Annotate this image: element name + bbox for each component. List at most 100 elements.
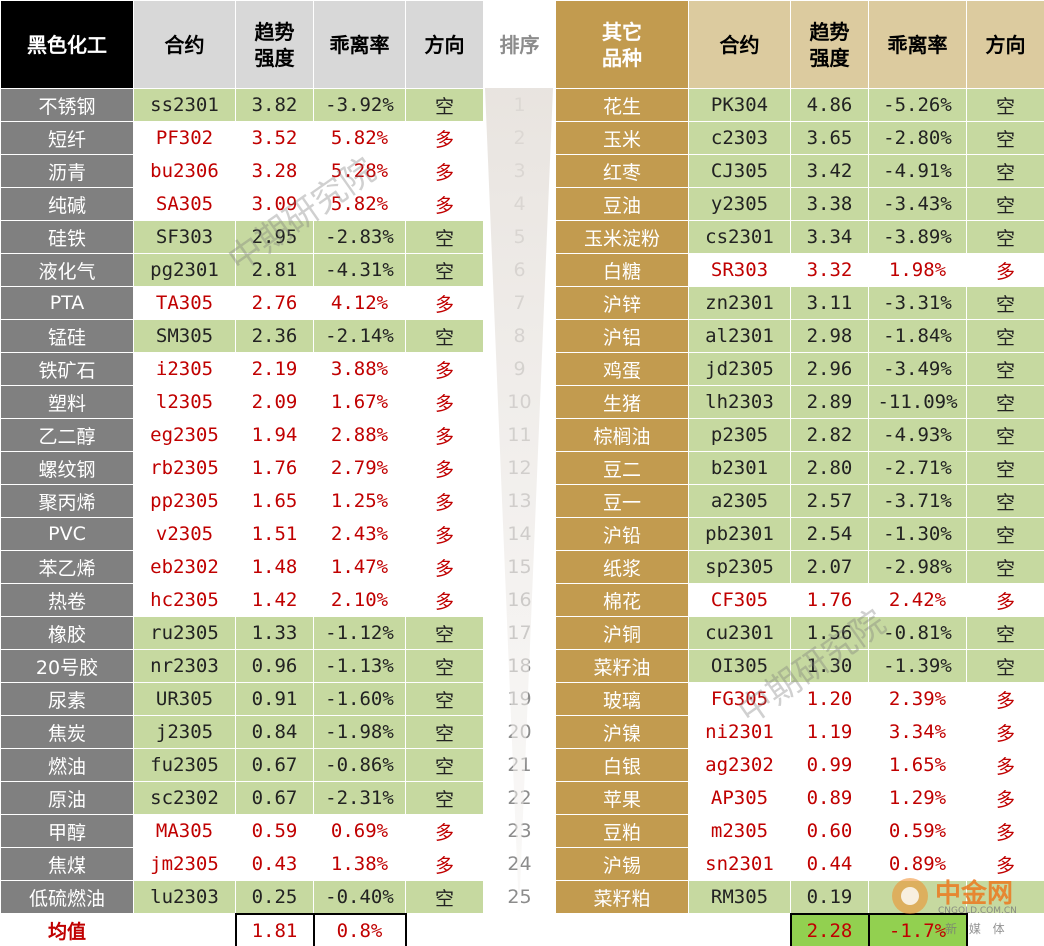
deviation-value: 1.29% xyxy=(868,781,967,815)
rank-number: 24 xyxy=(483,847,556,881)
header-direction-right: 方向 xyxy=(966,0,1044,89)
trend-value: 0.19 xyxy=(790,880,869,914)
contract-code: PK304 xyxy=(688,88,791,122)
contract-code: sc2302 xyxy=(133,781,236,815)
deviation-value: 2.79% xyxy=(313,451,406,485)
direction-value: 多 xyxy=(405,451,484,485)
deviation-value: 5.82% xyxy=(313,121,406,155)
header-direction: 方向 xyxy=(405,0,484,89)
commodity-name: 玉米淀粉 xyxy=(555,220,689,254)
contract-code: MA305 xyxy=(133,814,236,848)
trend-value: 2.81 xyxy=(235,253,314,287)
direction-value: 空 xyxy=(405,880,484,914)
deviation-value: 1.25% xyxy=(313,484,406,518)
trend-value: 0.67 xyxy=(235,781,314,815)
average-blank xyxy=(966,913,1044,946)
table-row: 乙二醇 eg2305 1.94 2.88% 多 11 棕榈油 p2305 2.82 -4.93% 空 xyxy=(0,418,1044,452)
rank-number: 19 xyxy=(483,682,556,716)
direction-value: 空 xyxy=(966,517,1044,551)
trend-value: 3.11 xyxy=(790,286,869,320)
trend-value: 2.89 xyxy=(790,385,869,419)
commodity-name: 菜籽油 xyxy=(555,649,689,683)
direction-value: 空 xyxy=(966,121,1044,155)
rank-number: 12 xyxy=(483,451,556,485)
deviation-value: -3.92% xyxy=(313,88,406,122)
deviation-value: -1.13% xyxy=(313,649,406,683)
trend-value: 0.44 xyxy=(790,847,869,881)
contract-code: ag2302 xyxy=(688,748,791,782)
table-row: 塑料 l2305 2.09 1.67% 多 10 生猪 lh2303 2.89 -11.09% 空 xyxy=(0,385,1044,419)
table-row: 原油 sc2302 0.67 -2.31% 空 22 苹果 AP305 0.89 1.29% 多 xyxy=(0,781,1044,815)
trend-value: 2.98 xyxy=(790,319,869,353)
commodity-name: 沪锡 xyxy=(555,847,689,881)
trend-value: 0.89 xyxy=(790,781,869,815)
commodity-name: 豆一 xyxy=(555,484,689,518)
direction-value: 空 xyxy=(966,451,1044,485)
commodity-name: 沪铅 xyxy=(555,517,689,551)
trend-value: 0.60 xyxy=(790,814,869,848)
trend-value: 3.32 xyxy=(790,253,869,287)
commodity-name: 花生 xyxy=(555,88,689,122)
direction-value: 多 xyxy=(966,748,1044,782)
contract-code: lu2303 xyxy=(133,880,236,914)
direction-value: 空 xyxy=(966,187,1044,221)
table-row: 纯碱 SA305 3.09 5.82% 多 4 豆油 y2305 3.38 -3.43% 空 xyxy=(0,187,1044,221)
commodity-name: 纯碱 xyxy=(0,187,134,221)
deviation-value: 5.28% xyxy=(313,154,406,188)
trend-value: 1.76 xyxy=(235,451,314,485)
deviation-value: -1.84% xyxy=(868,319,967,353)
contract-code: cs2301 xyxy=(688,220,791,254)
deviation-value: -3.89% xyxy=(868,220,967,254)
trend-value: 0.67 xyxy=(235,748,314,782)
average-blank xyxy=(133,913,236,946)
contract-code: ru2305 xyxy=(133,616,236,650)
deviation-value: 1.38% xyxy=(313,847,406,881)
deviation-value: 2.10% xyxy=(313,583,406,617)
rank-number: 15 xyxy=(483,550,556,584)
logo-site: CNGOLD.COM.CN xyxy=(938,906,1017,916)
direction-value: 空 xyxy=(405,253,484,287)
commodity-name: 白银 xyxy=(555,748,689,782)
commodity-name: 棕榈油 xyxy=(555,418,689,452)
contract-code: c2303 xyxy=(688,121,791,155)
direction-value: 多 xyxy=(966,715,1044,749)
header-left-group: 黑色化工 xyxy=(0,0,134,89)
rank-number: 18 xyxy=(483,649,556,683)
direction-value: 多 xyxy=(405,187,484,221)
commodity-name: 菜籽粕 xyxy=(555,880,689,914)
deviation-value: 1.47% xyxy=(313,550,406,584)
deviation-value: 2.43% xyxy=(313,517,406,551)
deviation-value: 1.98% xyxy=(868,253,967,287)
trend-value: 3.52 xyxy=(235,121,314,155)
trend-value: 3.42 xyxy=(790,154,869,188)
commodity-name: 原油 xyxy=(0,781,134,815)
header-right-group: 其它品种 xyxy=(555,0,689,89)
trend-value: 2.57 xyxy=(790,484,869,518)
rank-number: 4 xyxy=(483,187,556,221)
average-left-trend: 1.81 xyxy=(234,912,315,946)
trend-value: 2.09 xyxy=(235,385,314,419)
average-label: 均值 xyxy=(0,913,134,946)
contract-code: cu2301 xyxy=(688,616,791,650)
commodity-name: 苯乙烯 xyxy=(0,550,134,584)
commodity-name: 白糖 xyxy=(555,253,689,287)
direction-value: 多 xyxy=(405,517,484,551)
deviation-value: 5.82% xyxy=(313,187,406,221)
commodity-name: 豆粕 xyxy=(555,814,689,848)
table-row: 锰硅 SM305 2.36 -2.14% 空 8 沪铝 al2301 2.98 -1.84% 空 xyxy=(0,319,1044,353)
deviation-value: -1.60% xyxy=(313,682,406,716)
rank-number: 22 xyxy=(483,781,556,815)
direction-value: 空 xyxy=(966,418,1044,452)
table-row: PTA TA305 2.76 4.12% 多 7 沪锌 zn2301 3.11 -3.31% 空 xyxy=(0,286,1044,320)
trend-value: 1.42 xyxy=(235,583,314,617)
trend-value: 3.82 xyxy=(235,88,314,122)
deviation-value: -0.81% xyxy=(868,616,967,650)
contract-code: ss2301 xyxy=(133,88,236,122)
trend-value: 1.48 xyxy=(235,550,314,584)
direction-value: 空 xyxy=(966,616,1044,650)
commodity-name: 沪铝 xyxy=(555,319,689,353)
table-row: 焦煤 jm2305 0.43 1.38% 多 24 沪锡 sn2301 0.44 0.89% 多 xyxy=(0,847,1044,881)
trend-value: 2.96 xyxy=(790,352,869,386)
contract-code: FG305 xyxy=(688,682,791,716)
